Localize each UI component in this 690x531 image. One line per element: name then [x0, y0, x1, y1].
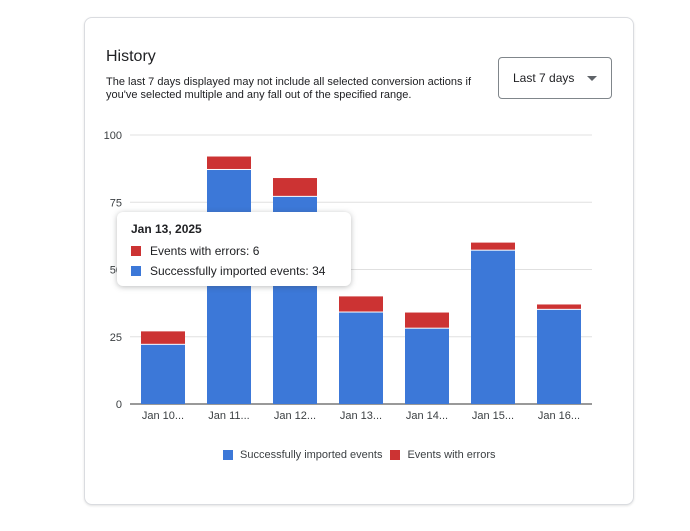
- tooltip-row-success: Successfully imported events: 34: [131, 264, 337, 278]
- x-tick-label: Jan 16...: [538, 410, 580, 422]
- arrow-drop-down-icon: [587, 76, 597, 81]
- tooltip-swatch-errors: [131, 246, 141, 256]
- tooltip-date: Jan 13, 2025: [131, 222, 202, 236]
- x-tick-label: Jan 13...: [340, 410, 382, 422]
- tooltip-label-success: Successfully imported events: 34: [150, 264, 326, 278]
- x-tick-label: Jan 15...: [472, 410, 514, 422]
- legend-swatch-success: [223, 450, 233, 460]
- bar-errors: [537, 304, 581, 309]
- y-tick-label: 100: [104, 130, 122, 142]
- bar-success: [537, 309, 581, 404]
- bar-errors: [273, 178, 317, 196]
- bar-success: [207, 169, 251, 404]
- bar-success: [141, 344, 185, 404]
- chart-tooltip: Jan 13, 2025 Events with errors: 6 Succe…: [117, 212, 351, 286]
- bar-success: [339, 312, 383, 404]
- bar-errors: [405, 312, 449, 328]
- legend-item-errors[interactable]: Events with errors: [390, 449, 495, 461]
- legend-label-success: Successfully imported events: [240, 449, 383, 461]
- tooltip-label-errors: Events with errors: 6: [150, 244, 260, 258]
- x-tick-label: Jan 12...: [274, 410, 316, 422]
- tooltip-swatch-success: [131, 266, 141, 276]
- legend-label-errors: Events with errors: [407, 449, 496, 461]
- y-tick-label: 25: [110, 332, 122, 344]
- legend-item-success[interactable]: Successfully imported events: [223, 449, 382, 461]
- bar-errors: [207, 156, 251, 169]
- card-title: History: [106, 48, 156, 65]
- y-tick-label: 0: [116, 399, 122, 411]
- bar-errors: [471, 242, 515, 250]
- date-range-dropdown[interactable]: Last 7 days: [498, 57, 612, 99]
- bar-success: [405, 328, 449, 404]
- date-range-value: Last 7 days: [513, 71, 575, 85]
- bar-success: [471, 250, 515, 404]
- bar-errors: [339, 296, 383, 312]
- bar-errors: [141, 331, 185, 344]
- x-tick-label: Jan 11...: [208, 410, 249, 422]
- x-tick-label: Jan 14...: [406, 410, 448, 422]
- legend-swatch-errors: [390, 450, 401, 460]
- tooltip-row-errors: Events with errors: 6: [131, 244, 337, 258]
- x-tick-label: Jan 10...: [142, 410, 184, 422]
- card-description: The last 7 days displayed may not includ…: [106, 76, 472, 101]
- y-tick-label: 75: [110, 197, 122, 209]
- chart-legend: Successfully imported events Events with…: [223, 449, 503, 461]
